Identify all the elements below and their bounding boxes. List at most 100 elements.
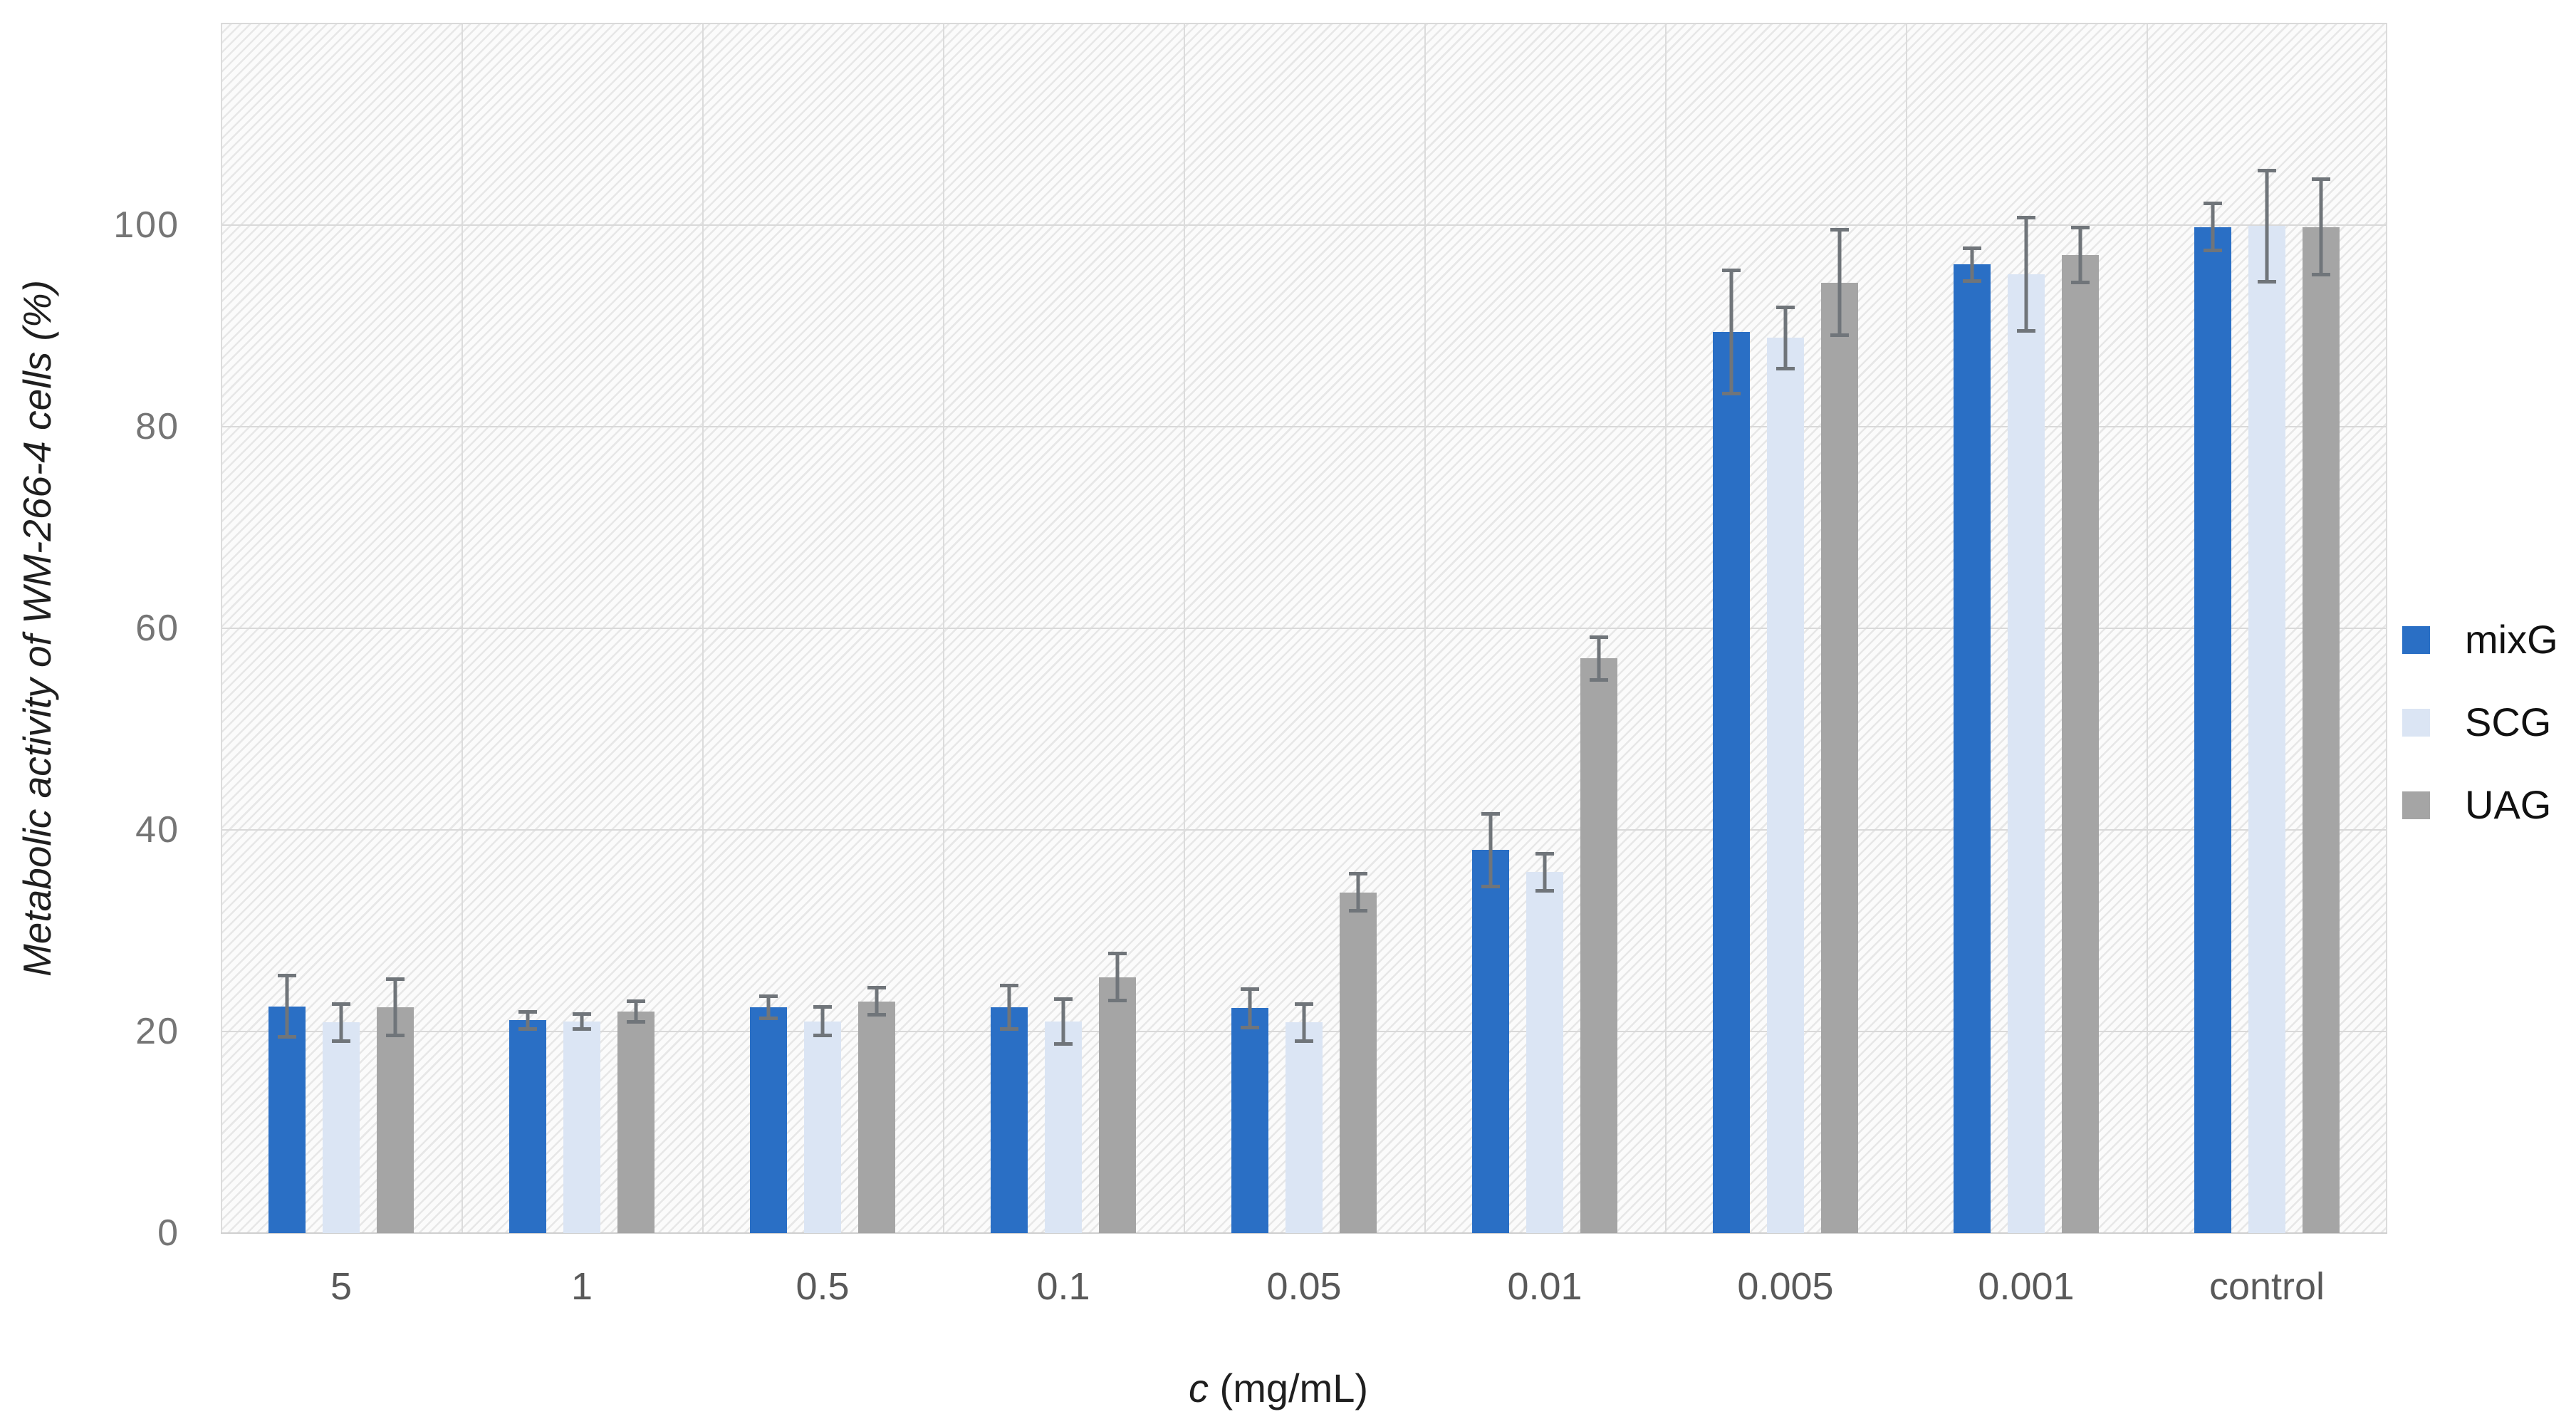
x-tick-label-0.5: 0.5 xyxy=(796,1265,850,1308)
bar-UAG-0.1 xyxy=(1099,977,1136,1233)
error-bar-SCG-0.05 xyxy=(1295,1002,1313,1043)
gridline-h-40 xyxy=(221,829,2387,831)
error-bar-line xyxy=(1488,811,1493,889)
gridline-v-4 xyxy=(1184,24,1185,1233)
error-bar-cap xyxy=(1963,246,1981,250)
error-bar-cap xyxy=(1295,1002,1313,1006)
error-bar-line xyxy=(1115,952,1120,1002)
bar-SCG-0.01 xyxy=(1526,872,1563,1233)
legend-label-mixG: mixG xyxy=(2465,617,2558,662)
error-bar-cap xyxy=(1108,998,1127,1002)
error-bar-cap xyxy=(386,977,405,981)
error-bar-cap xyxy=(1590,635,1608,639)
bar-SCG-0.005 xyxy=(1767,338,1804,1233)
error-bar-cap xyxy=(1241,1026,1259,1030)
error-bar-cap xyxy=(573,1027,591,1031)
gridline-v-7 xyxy=(1906,24,1907,1233)
x-tick-label-1: 1 xyxy=(570,1265,593,1308)
error-bar-cap xyxy=(627,999,645,1003)
bar-UAG-0.001 xyxy=(2062,255,2099,1233)
error-bar-line xyxy=(339,1002,343,1043)
error-bar-cap xyxy=(518,1010,537,1014)
error-bar-line xyxy=(1356,872,1360,913)
error-bar-mixG-0.5 xyxy=(759,994,778,1021)
error-bar-line xyxy=(1248,987,1252,1030)
gridline-v-5 xyxy=(1424,24,1426,1233)
x-tick-label-control: control xyxy=(2209,1265,2325,1308)
gridline-v-9 xyxy=(2386,24,2387,1233)
error-bar-cap xyxy=(1776,366,1795,370)
error-bar-line xyxy=(1061,997,1065,1046)
error-bar-SCG-0.1 xyxy=(1054,997,1073,1046)
error-bar-mixG-0.001 xyxy=(1963,246,1981,283)
error-bar-cap xyxy=(813,1005,832,1009)
error-bar-cap xyxy=(2312,273,2330,277)
error-bar-cap xyxy=(1722,392,1741,396)
x-axis-title: c (mg/mL) xyxy=(1189,1365,1368,1411)
error-bar-line xyxy=(766,994,771,1021)
error-bar-SCG-0.01 xyxy=(1535,852,1554,893)
gridline-v-6 xyxy=(1665,24,1667,1233)
bar-mixG-0.01 xyxy=(1472,850,1509,1233)
error-bar-cap xyxy=(867,986,886,990)
x-tick-label-0.001: 0.001 xyxy=(1978,1265,2075,1308)
error-bar-cap xyxy=(2204,202,2222,206)
legend-item-SCG: SCG xyxy=(2402,702,2558,742)
error-bar-UAG-0.5 xyxy=(867,986,886,1017)
bar-SCG-0.001 xyxy=(2008,274,2045,1233)
error-bar-cap xyxy=(1776,306,1795,310)
error-bar-UAG-0.005 xyxy=(1830,228,1849,338)
bar-mixG-control xyxy=(2194,227,2231,1233)
bar-SCG-5 xyxy=(323,1022,360,1233)
error-bar-cap xyxy=(1000,1027,1018,1031)
error-bar-mixG-0.05 xyxy=(1241,987,1259,1030)
x-tick-label-5: 5 xyxy=(330,1265,353,1308)
error-bar-cap xyxy=(2204,249,2222,253)
error-bar-line xyxy=(1543,852,1547,893)
gridline-v-3 xyxy=(943,24,944,1233)
gridline-h-80 xyxy=(221,426,2387,427)
error-bar-cap xyxy=(1481,885,1500,889)
error-bar-UAG-0.05 xyxy=(1349,872,1367,913)
bar-mixG-0.001 xyxy=(1954,264,1991,1233)
error-bar-line xyxy=(580,1012,584,1031)
error-bar-UAG-0.1 xyxy=(1108,952,1127,1002)
gridline-h-120 xyxy=(221,23,2387,24)
error-bar-mixG-0.005 xyxy=(1722,268,1741,396)
error-bar-line xyxy=(285,974,289,1039)
gridline-h-60 xyxy=(221,628,2387,629)
error-bar-cap xyxy=(1349,872,1367,876)
error-bar-SCG-0.005 xyxy=(1776,306,1795,370)
error-bar-cap xyxy=(2017,216,2035,220)
error-bar-UAG-1 xyxy=(627,999,645,1024)
bar-mixG-5 xyxy=(268,1006,306,1233)
error-bar-cap xyxy=(332,1002,350,1006)
error-bar-cap xyxy=(813,1034,832,1038)
bar-UAG-1 xyxy=(617,1011,655,1233)
error-bar-cap xyxy=(1054,997,1073,1001)
error-bar-UAG-0.001 xyxy=(2071,226,2090,285)
x-axis-title-unit: (mg/mL) xyxy=(1209,1366,1368,1410)
bar-mixG-0.1 xyxy=(991,1007,1028,1233)
error-bar-cap xyxy=(867,1012,886,1017)
error-bar-cap xyxy=(1590,677,1608,682)
error-bar-cap xyxy=(518,1027,537,1031)
error-bar-line xyxy=(526,1010,530,1031)
error-bar-cap xyxy=(759,1017,778,1021)
bar-UAG-0.5 xyxy=(858,1001,895,1233)
error-bar-cap xyxy=(2312,177,2330,182)
error-bar-mixG-0.01 xyxy=(1481,811,1500,889)
error-bar-cap xyxy=(1963,279,1981,283)
error-bar-cap xyxy=(2258,280,2276,284)
error-bar-UAG-5 xyxy=(386,977,405,1038)
error-bar-cap xyxy=(1535,852,1554,856)
error-bar-cap xyxy=(1349,909,1367,913)
error-bar-line xyxy=(2265,168,2269,284)
bar-mixG-0.5 xyxy=(750,1007,787,1233)
legend-swatch-mixG xyxy=(2402,625,2430,654)
y-tick-label-80: 80 xyxy=(135,406,179,447)
error-bar-line xyxy=(2078,226,2082,285)
error-bar-cap xyxy=(1722,268,1741,272)
bar-SCG-0.5 xyxy=(804,1021,841,1233)
